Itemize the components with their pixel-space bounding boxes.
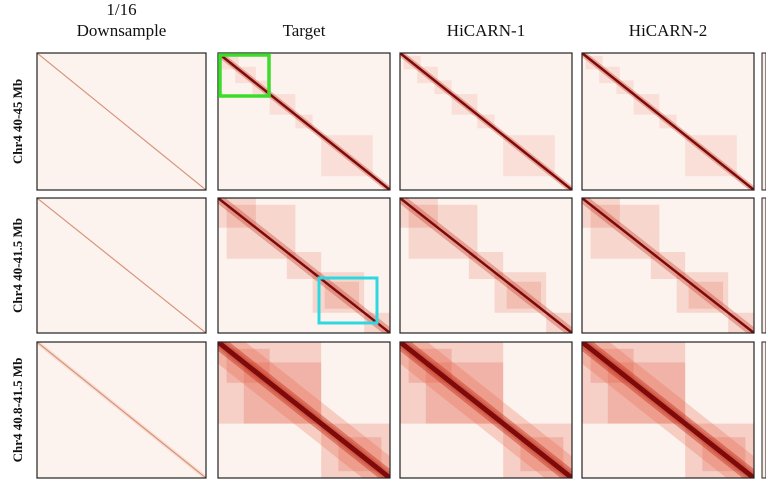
diagonal (218, 342, 390, 478)
diagonal (400, 342, 572, 478)
heatmap (37, 342, 206, 478)
diagonal (37, 342, 206, 478)
cut-panel (761, 341, 766, 479)
diagonal (400, 53, 572, 190)
diagonal (582, 198, 754, 333)
column-header: Target (283, 21, 326, 40)
cut-panel (761, 52, 766, 191)
heatmap (37, 53, 206, 190)
heatmap (582, 342, 754, 478)
diagonal (582, 53, 754, 190)
panel-border (217, 52, 391, 191)
panel-border (399, 52, 573, 191)
diagonal (218, 53, 390, 190)
highlight-box (218, 53, 271, 98)
heatmap (218, 53, 390, 190)
heatmap (218, 342, 390, 478)
panel-border (217, 341, 391, 479)
heatmap (400, 53, 572, 190)
diagonal (218, 198, 390, 333)
column-header: HiCARN-2 (629, 21, 707, 40)
row-label: Chr4 40-45 Mb (10, 79, 25, 164)
cut-panel (761, 197, 766, 334)
diagonal (400, 198, 572, 333)
diagonal (37, 198, 206, 333)
heatmap (400, 198, 572, 333)
panel-border (36, 341, 207, 479)
panel-border (581, 197, 755, 334)
column-header: HiCARN-1 (447, 21, 525, 40)
column-header: 1/16 (106, 0, 136, 19)
panel-border (581, 52, 755, 191)
panel-border (581, 341, 755, 479)
heatmap (400, 342, 572, 478)
panel-border (217, 197, 391, 334)
column-header: Downsample (77, 21, 167, 40)
panel-border (36, 52, 207, 191)
panel-border (399, 197, 573, 334)
heatmap (218, 198, 390, 333)
panel-border (399, 341, 573, 479)
highlight-box (317, 276, 379, 325)
heatmap (582, 198, 754, 333)
heatmap (582, 53, 754, 190)
panel-border (36, 197, 207, 334)
row-label: Chr4 40-41.5 Mb (10, 218, 25, 313)
row-label: Chr4 40.8-41.5 Mb (10, 358, 25, 463)
diagonal (37, 53, 206, 190)
diagonal (582, 342, 754, 478)
heatmap (37, 198, 206, 333)
